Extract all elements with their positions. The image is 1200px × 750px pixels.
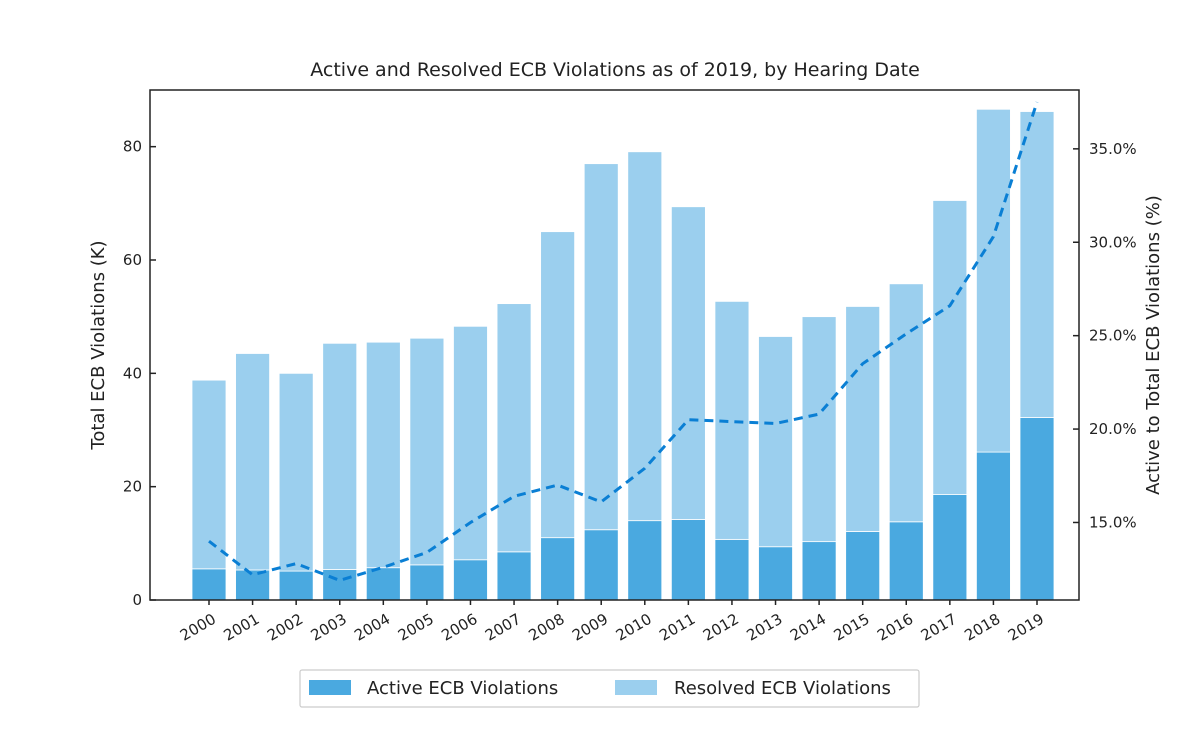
- chart-title: Active and Resolved ECB Violations as of…: [310, 59, 920, 81]
- bar-resolved-2009: [583, 163, 619, 531]
- bar-resolved-2005: [409, 337, 445, 566]
- bar-resolved-2014: [801, 316, 837, 543]
- bar-resolved-2002: [278, 372, 314, 572]
- y-tick-label-right: 30.0%: [1089, 233, 1137, 251]
- x-tick-label: 2000: [177, 610, 219, 645]
- bar-resolved-2008: [540, 231, 576, 539]
- bar-resolved-2017: [932, 200, 968, 496]
- bar-active-2011: [670, 519, 706, 601]
- x-tick-label: 2006: [438, 610, 480, 645]
- x-tick-label: 2002: [264, 610, 306, 645]
- bar-resolved-2004: [365, 341, 401, 569]
- legend-label-active: Active ECB Violations: [367, 678, 558, 699]
- bar-active-2015: [845, 531, 881, 601]
- bar-active-2018: [976, 451, 1011, 601]
- bar-active-2001: [235, 569, 270, 601]
- y-tick-label-left: 20: [123, 478, 142, 496]
- x-tick-label: 2008: [526, 610, 568, 645]
- bar-active-2010: [627, 520, 663, 601]
- bar-active-2013: [758, 546, 793, 601]
- bar-active-2004: [365, 567, 401, 601]
- x-tick-label: 2012: [700, 610, 742, 645]
- y-axis-label-right: Active to Total ECB Violations (%): [1143, 195, 1164, 495]
- bar-resolved-2007: [496, 303, 532, 553]
- bar-active-2012: [714, 538, 750, 601]
- x-tick-label: 2015: [831, 610, 873, 645]
- y-tick-label-left: 40: [123, 364, 142, 382]
- bar-resolved-2010: [627, 151, 663, 522]
- x-tick-label: 2011: [656, 610, 698, 645]
- legend: Active ECB Violations Resolved ECB Viola…: [299, 669, 920, 708]
- bar-resolved-2006: [453, 325, 488, 561]
- bar-active-2014: [801, 541, 837, 601]
- bar-active-2017: [932, 494, 968, 601]
- bar-active-2003: [322, 569, 358, 601]
- y-tick-label-left: 60: [123, 251, 142, 269]
- bar-resolved-2015: [845, 306, 881, 532]
- y-tick-label-right: 15.0%: [1089, 513, 1137, 531]
- x-tick-label: 2014: [787, 610, 829, 645]
- x-tick-label: 2018: [961, 610, 1003, 645]
- bar-active-2006: [453, 559, 488, 601]
- bar-resolved-2019: [1019, 111, 1055, 418]
- bar-active-2016: [888, 521, 924, 601]
- x-tick-label: 2017: [918, 610, 960, 645]
- bar-active-2005: [409, 564, 445, 601]
- bar-resolved-2001: [235, 353, 270, 571]
- bar-active-2002: [278, 570, 314, 601]
- y-tick-label-left: 80: [123, 138, 142, 156]
- legend-swatch-resolved: [615, 680, 657, 695]
- bar-active-2007: [496, 551, 532, 601]
- y-tick-label-left: 0: [132, 591, 142, 609]
- y-axis-label-left: Total ECB Violations (K): [88, 240, 109, 450]
- bar-active-2009: [583, 529, 619, 601]
- x-tick-label: 2013: [743, 610, 785, 645]
- x-tick-label: 2007: [482, 610, 524, 645]
- x-tick-label: 2004: [351, 610, 393, 645]
- legend-box: [299, 669, 920, 708]
- x-tick-label: 2005: [395, 610, 437, 645]
- legend-swatch-active: [309, 680, 351, 695]
- bar-resolved-2000: [191, 379, 227, 570]
- ratio-line: [208, 101, 1039, 582]
- bar-resolved-2013: [758, 336, 793, 548]
- x-tick-label: 2003: [308, 610, 350, 645]
- x-tick-label: 2009: [569, 610, 611, 645]
- bar-active-2008: [540, 537, 576, 601]
- bar-resolved-2011: [670, 206, 706, 520]
- bar-resolved-2018: [976, 108, 1011, 453]
- bar-active-2000: [191, 568, 227, 601]
- bar-resolved-2016: [888, 283, 924, 523]
- x-tick-label: 2016: [874, 610, 916, 645]
- plot-frame: [149, 89, 1080, 601]
- y-tick-label-right: 20.0%: [1089, 420, 1137, 438]
- x-tick-label: 2010: [613, 610, 655, 645]
- plot-area: 2000 2001 2002 2003 2004 2005 2006 2007 2008 2009…: [123, 101, 1137, 645]
- x-tick-label: 2019: [1005, 610, 1047, 645]
- legend-label-resolved: Resolved ECB Violations: [674, 678, 891, 699]
- y-tick-label-right: 35.0%: [1089, 140, 1137, 158]
- x-tick-label: 2001: [221, 610, 263, 645]
- bar-resolved-2003: [322, 342, 358, 570]
- bar-active-2019: [1019, 417, 1055, 601]
- y-tick-label-right: 25.0%: [1089, 327, 1137, 345]
